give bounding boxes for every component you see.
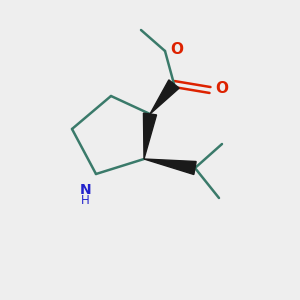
Text: H: H [81,194,90,207]
Polygon shape [150,80,179,114]
Polygon shape [143,113,157,159]
Text: O: O [215,81,228,96]
Text: N: N [80,184,91,197]
Polygon shape [144,159,196,175]
Text: O: O [170,42,183,57]
